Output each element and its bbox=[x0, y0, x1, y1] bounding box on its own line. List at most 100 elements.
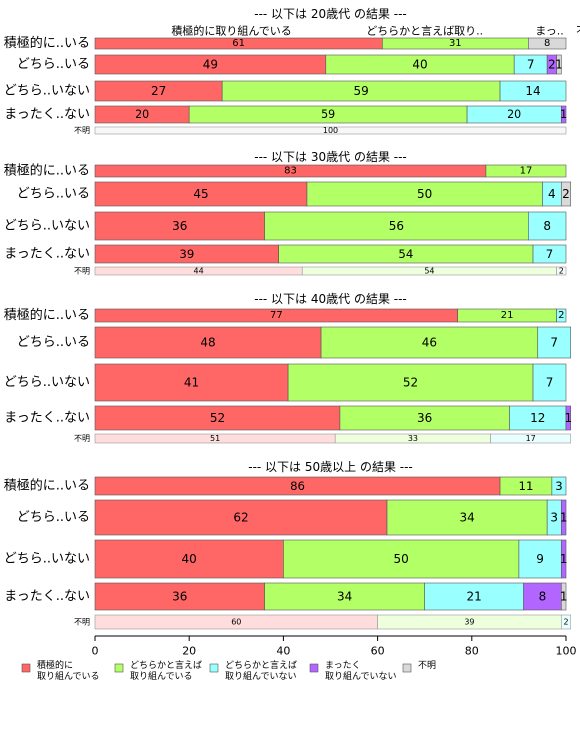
bar-segment-g0-r2-s2 bbox=[499, 80, 567, 102]
data-label: 21 bbox=[501, 310, 514, 321]
group-title: --- 以下は 30歳代 の結果 --- bbox=[254, 150, 407, 164]
data-label: 52 bbox=[210, 411, 225, 425]
data-label: 100 bbox=[323, 126, 338, 135]
bar-segment-g3-r1-s1 bbox=[386, 499, 548, 536]
bar-segment-g2-r0-s2 bbox=[556, 308, 567, 323]
row-label: まったく..ない bbox=[4, 107, 90, 122]
data-label: 50 bbox=[394, 552, 409, 566]
x-tick-label: 40 bbox=[276, 645, 290, 658]
bar-segment-g3-r2-s1 bbox=[283, 539, 520, 579]
column-header-label: どちらかと言えば取り.. bbox=[366, 25, 483, 38]
data-label: 7 bbox=[550, 336, 558, 350]
data-label: 86 bbox=[290, 479, 305, 493]
data-label: 36 bbox=[417, 411, 432, 425]
row-label: どちら..いない bbox=[4, 552, 90, 567]
row-label: どちら..いる bbox=[17, 510, 90, 525]
data-label: 7 bbox=[546, 376, 554, 390]
legend-swatch bbox=[21, 663, 31, 673]
legend-label: 取り組んでいる bbox=[37, 670, 100, 682]
legend-label: 不明 bbox=[418, 660, 436, 671]
legend-label: どちらかと言えば bbox=[130, 659, 202, 671]
data-label: 44 bbox=[194, 267, 204, 276]
row-label: 積極的に..いる bbox=[4, 163, 90, 179]
bar-segment-g2-r2-s2 bbox=[532, 363, 567, 402]
data-label: 41 bbox=[184, 376, 199, 390]
x-tick-label: 80 bbox=[465, 645, 479, 658]
legend-swatch bbox=[402, 663, 412, 673]
data-label: 8 bbox=[539, 590, 547, 604]
bar-segment-g1-r2-s0 bbox=[94, 211, 265, 241]
data-label: 7 bbox=[546, 247, 553, 261]
bar-segment-g3-runknown-s2 bbox=[560, 614, 572, 630]
bar-segment-g2-r2-s1 bbox=[287, 363, 534, 402]
bar-segment-g3-r3-s0 bbox=[94, 582, 265, 611]
legend-label: 取り組んでいない bbox=[325, 670, 397, 682]
data-label: 33 bbox=[408, 434, 418, 443]
row-label: どちら..いない bbox=[4, 375, 90, 390]
data-label: 83 bbox=[284, 166, 297, 177]
data-label: 51 bbox=[210, 434, 220, 443]
data-label: 48 bbox=[200, 336, 215, 350]
row-label: まったく..ない bbox=[4, 589, 90, 604]
data-label: 11 bbox=[519, 479, 534, 493]
row-label-unknown: 不明 bbox=[74, 267, 90, 276]
data-label: 27 bbox=[151, 84, 166, 98]
data-label: 2 bbox=[558, 310, 564, 321]
data-label: 20 bbox=[135, 108, 149, 121]
bar-segment-g1-r3-s2 bbox=[532, 244, 567, 264]
bar-segment-g0-r0-s4 bbox=[528, 37, 567, 50]
bar-segment-g2-runknown-s2 bbox=[490, 433, 572, 444]
column-header-label: 不明 bbox=[576, 25, 580, 38]
bar-segment-g1-r1-s0 bbox=[94, 181, 308, 207]
data-label: 3 bbox=[555, 479, 562, 493]
data-label: 50 bbox=[417, 187, 432, 201]
bar-segment-g1-r0-s1 bbox=[485, 164, 567, 178]
bar-segment-g0-runknown-s4 bbox=[94, 126, 567, 135]
row-label: 積極的に..いる bbox=[4, 478, 90, 494]
bar-segment-g1-runknown-s4 bbox=[556, 266, 567, 276]
data-label: 8 bbox=[543, 219, 551, 233]
column-header-label: まっ.. bbox=[535, 25, 564, 38]
legend-swatch bbox=[209, 663, 219, 673]
bar-segment-g3-r2-s2 bbox=[518, 539, 562, 579]
legend-label: 取り組んでいる bbox=[130, 670, 193, 682]
group-title: --- 以下は 20歳代 の結果 --- bbox=[254, 7, 407, 21]
bar-segment-g3-r1-s3 bbox=[560, 499, 567, 536]
row-label-unknown: 不明 bbox=[74, 126, 90, 135]
bar-segment-g3-r3-s2 bbox=[424, 582, 524, 611]
row-label: どちら..いない bbox=[4, 84, 90, 99]
data-label: 1 bbox=[555, 58, 563, 72]
row-label: まったく..ない bbox=[4, 411, 90, 426]
data-label: 40 bbox=[412, 58, 427, 72]
data-label: 54 bbox=[398, 247, 413, 261]
x-tick-label: 60 bbox=[371, 645, 385, 658]
data-label: 54 bbox=[424, 267, 434, 276]
bar-segment-g2-r1-s0 bbox=[94, 326, 322, 359]
bar-segment-g3-r2-s3 bbox=[560, 539, 567, 579]
x-tick-label: 20 bbox=[182, 645, 196, 658]
group-title: --- 以下は 50歳以上 の結果 --- bbox=[248, 460, 413, 474]
legend-label: 取り組んでいない bbox=[225, 670, 297, 682]
data-label: 3 bbox=[550, 511, 558, 525]
data-label: 4 bbox=[548, 187, 556, 201]
legend-swatch bbox=[114, 663, 124, 673]
data-label: 56 bbox=[389, 219, 404, 233]
data-label: 1 bbox=[560, 552, 568, 566]
bar-segment-g1-r2-s2 bbox=[528, 211, 567, 241]
data-label: 45 bbox=[193, 187, 208, 201]
bar-segment-g3-r2-s0 bbox=[94, 539, 284, 579]
data-label: 59 bbox=[353, 84, 368, 98]
bar-segment-g3-r1-s0 bbox=[94, 499, 388, 536]
data-label: 7 bbox=[527, 58, 535, 72]
data-label: 9 bbox=[536, 552, 544, 566]
bar-segment-g3-r3-s3 bbox=[523, 582, 562, 611]
data-label: 40 bbox=[182, 552, 197, 566]
bar-segment-g3-r0-s2 bbox=[551, 476, 567, 496]
data-label: 21 bbox=[467, 590, 482, 604]
row-label: 積極的に..いる bbox=[4, 35, 90, 51]
data-label: 46 bbox=[422, 336, 437, 350]
group-title: --- 以下は 40歳代 の結果 --- bbox=[254, 292, 407, 306]
x-tick-label: 100 bbox=[556, 645, 577, 658]
data-label: 31 bbox=[449, 38, 462, 49]
column-header-label: 積極的に取り組んでいる bbox=[171, 24, 291, 38]
